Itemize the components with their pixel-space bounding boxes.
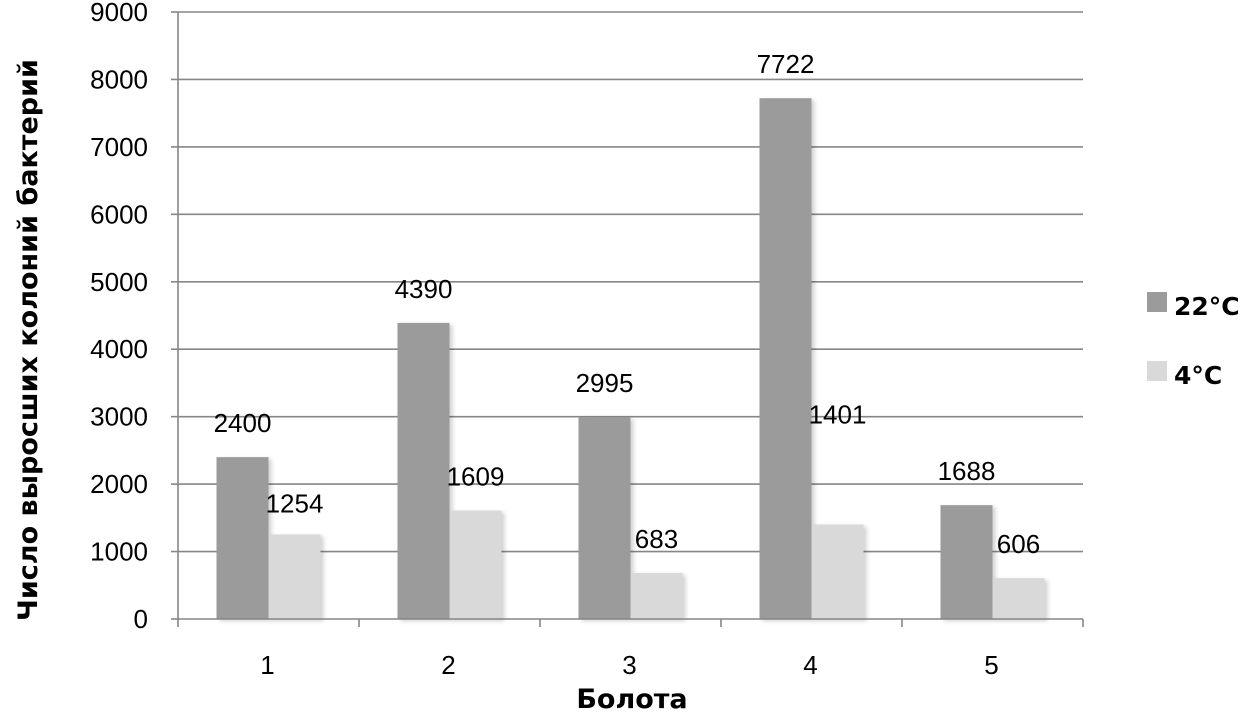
x-tick-label: 2: [441, 650, 455, 680]
bar-22c-3: [578, 417, 631, 619]
gridlines: [178, 11, 1083, 553]
y-tick-label: 7000: [90, 132, 148, 162]
x-tick-label: 3: [622, 650, 636, 680]
data-label-22c-5: 1688: [938, 456, 996, 486]
bars: [216, 98, 1045, 620]
x-tick-label: 4: [803, 650, 817, 680]
bar-4c-2: [449, 510, 502, 619]
bar-22c-5: [940, 505, 993, 619]
data-label-4c-1: 1254: [266, 488, 324, 518]
data-label-4c-4: 1401: [809, 400, 867, 430]
data-label-4c-5: 606: [997, 529, 1040, 559]
legend-label-22c: 22°C: [1174, 292, 1240, 321]
data-label-22c-3: 2995: [576, 368, 634, 398]
legend: 22°C 4°C: [1147, 292, 1240, 390]
bar-22c-2: [397, 322, 450, 619]
legend-label-4c: 4°C: [1174, 361, 1222, 390]
y-tick-label: 1000: [90, 537, 148, 567]
x-axis-title: Болота: [576, 684, 687, 715]
y-tick-label: 4000: [90, 334, 148, 364]
bar-4c-5: [992, 578, 1045, 619]
y-tick-label: 6000: [90, 199, 148, 229]
y-axis-title: Число выросших колоний бактерий: [13, 59, 44, 621]
y-tick-label: 2000: [90, 469, 148, 499]
bar-22c-4: [759, 98, 812, 620]
data-label-22c-1: 2400: [214, 408, 272, 438]
y-tick-label: 0: [134, 604, 148, 634]
data-labels: 2400 4390 2995 7722 1688 1254 1609 683 1401 606: [214, 49, 1041, 559]
y-tick-label: 9000: [90, 0, 148, 27]
x-tick-label: 5: [984, 650, 998, 680]
y-tick-label: 5000: [90, 267, 148, 297]
y-tick-label: 8000: [90, 64, 148, 94]
y-tick-label: 3000: [90, 402, 148, 432]
data-label-4c-2: 1609: [447, 461, 505, 491]
legend-swatch-4c: [1147, 361, 1167, 381]
x-tick-label: 1: [260, 650, 274, 680]
bar-4c-4: [811, 524, 864, 619]
data-label-22c-2: 4390: [395, 274, 453, 304]
bar-22c-1: [216, 457, 269, 619]
bar-4c-1: [268, 534, 321, 619]
data-label-4c-3: 683: [635, 524, 678, 554]
axes: 0 1000 2000 3000 4000 5000 6000 7000 8000 9000 1 2 3…: [90, 0, 1084, 680]
data-label-22c-4: 7722: [757, 49, 815, 79]
legend-swatch-22c: [1147, 292, 1167, 312]
bar-4c-3: [630, 572, 683, 619]
